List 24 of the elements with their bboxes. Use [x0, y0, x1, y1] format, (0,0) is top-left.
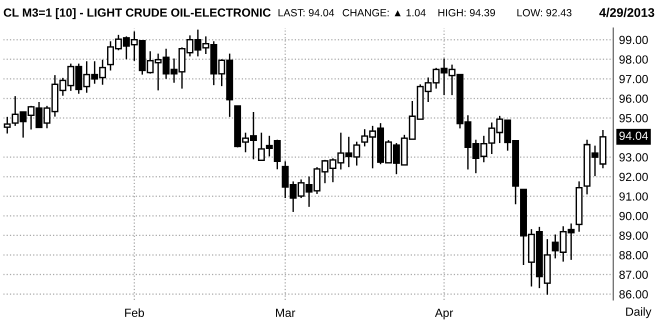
y-tick-label: 98.00	[619, 55, 648, 64]
text: 4/29/2013	[599, 8, 654, 18]
y-tick-label: 92.00	[619, 172, 648, 182]
y-tick-label: 93.00	[619, 153, 648, 162]
y-tick-label: 87.00	[619, 270, 648, 279]
chart-title: CL M3=1 [10] - LIGHT CRUDE OIL-ELECTRONIC	[4, 8, 271, 20]
text: CHANGE: ▲ 1.04	[342, 9, 426, 16]
x-tick-label: Mar	[276, 308, 296, 318]
y-tick-label: 88.00	[619, 251, 648, 260]
y-tick-label: 99.00	[619, 36, 648, 44]
text: HIGH: 94.39	[438, 9, 495, 16]
y-tick-label: 86.00	[619, 290, 648, 299]
y-tick-label: 97.00	[619, 74, 648, 84]
x-tick-label: Feb	[125, 308, 144, 318]
y-tick-label: 90.00	[619, 212, 648, 220]
y-tick-label: 96.00	[619, 94, 648, 103]
text: LOW: 92.43	[517, 9, 572, 16]
x-tick-label: Apr	[434, 308, 454, 320]
y-tick-label: 91.00	[619, 192, 648, 201]
text: Daily	[626, 307, 652, 318]
y-tick-label: 95.00	[619, 114, 648, 122]
y-tick-label: 89.00	[619, 231, 648, 240]
text: LAST: 94.04	[278, 9, 334, 16]
text: 94.04	[619, 132, 648, 140]
